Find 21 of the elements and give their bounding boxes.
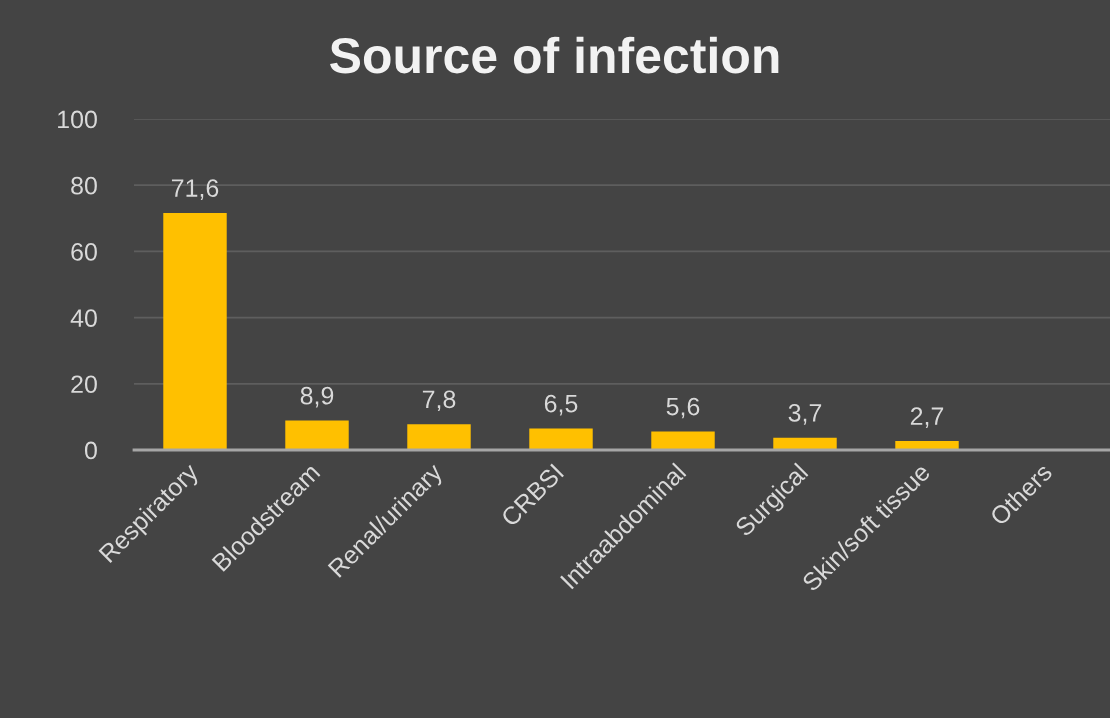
y-tick-label: 80 [71, 176, 97, 195]
y-tick-label: 0 [84, 441, 97, 460]
chart-title: Source of infection [330, 36, 779, 74]
data-label: 3,7 [788, 404, 822, 425]
y-tick-label: 40 [70, 309, 97, 327]
bar [895, 441, 959, 450]
bar [529, 428, 593, 450]
bar [651, 431, 715, 450]
data-label: 8,9 [300, 386, 334, 408]
bar [773, 437, 837, 450]
bar [163, 213, 227, 450]
data-label: 7,8 [422, 390, 456, 412]
y-tick-label: 60 [71, 243, 97, 261]
y-tick-label: 100 [58, 110, 97, 129]
bar [285, 420, 349, 450]
data-label: 5,6 [666, 397, 700, 419]
data-label: 2,7 [910, 407, 944, 428]
y-tick-label: 20 [71, 375, 97, 394]
bar [407, 424, 471, 450]
data-label: 6,5 [544, 394, 578, 416]
data-label: 71,6 [171, 179, 219, 200]
